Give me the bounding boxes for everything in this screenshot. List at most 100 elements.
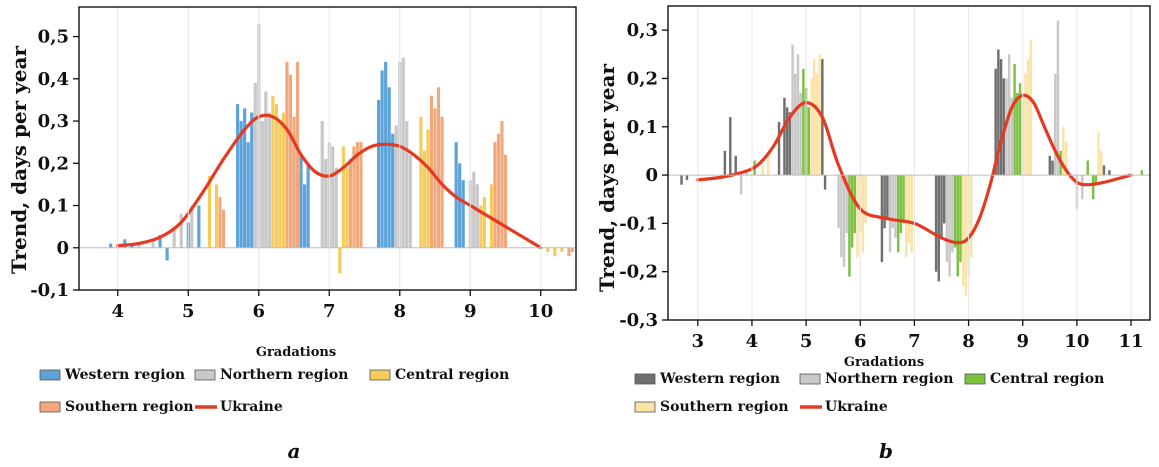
y-tick-label: -0,1 — [30, 280, 69, 301]
bar-southern-region — [348, 159, 352, 248]
ukraine-series-line — [116, 113, 543, 250]
bar-southern-region — [861, 175, 865, 253]
bar-western-region — [886, 175, 889, 219]
bar-northern-region — [151, 239, 155, 248]
bar-southern-region — [500, 121, 504, 248]
bar-central-region — [482, 197, 486, 248]
y-tick-label: 0,5 — [38, 27, 69, 48]
bar-northern-region — [739, 175, 743, 195]
x-tick-label: 3 — [692, 331, 705, 352]
bar-southern-region — [1062, 126, 1065, 176]
bar-western-region — [109, 243, 113, 248]
x-tick-label: 9 — [1016, 331, 1029, 352]
y-tick-label: -0,1 — [619, 213, 658, 234]
bar-southern-region — [221, 209, 226, 248]
bar-western-region — [243, 108, 247, 248]
axes-a: -0,1 0 0,1 0,2 0,3 0,4 0,5 4 5 6 7 8 9 10 — [30, 6, 577, 322]
bar-central-region — [1016, 92, 1019, 176]
bar-western-region — [729, 117, 732, 176]
chart-panel-a: -0,100,10,20,30,40,54 5 6 7 8 9 10 Gradations … — [7, 6, 577, 463]
bar-central-region — [274, 104, 278, 248]
legend-swatch-central-region — [369, 369, 391, 381]
bar-northern-region — [405, 121, 409, 248]
y-tick-label: 0,3 — [38, 111, 69, 132]
legend-swatch-western-region — [39, 369, 61, 381]
legend-label-ukraine: Ukraine — [220, 399, 283, 415]
bar-western-region — [306, 163, 310, 248]
bar-northern-region — [179, 213, 183, 248]
x-axis-label-b: Gradations — [844, 355, 924, 370]
bar-western-region — [1051, 160, 1054, 176]
bar-central-region — [807, 107, 811, 176]
bar-western-region — [239, 121, 243, 248]
bar-western-region — [236, 104, 240, 248]
bar-southern-region — [1064, 141, 1068, 176]
legend-swatch-southern-region — [39, 401, 61, 413]
bar-northern-region — [796, 54, 800, 176]
legend-swatch-western-region — [634, 373, 656, 385]
bar-southern-region — [359, 142, 363, 248]
bar-northern-region — [472, 171, 476, 248]
bar-northern-region — [794, 73, 797, 176]
bar-southern-region — [1024, 73, 1027, 176]
bar-central-region — [902, 175, 905, 224]
bar-northern-region — [320, 121, 324, 248]
bar-southern-region — [218, 197, 222, 248]
bar-western-region — [1102, 165, 1106, 176]
bar-southern-region — [910, 175, 913, 253]
y-tick-label: 0,3 — [627, 20, 658, 41]
bar-western-region — [380, 70, 384, 248]
bar-central-region — [338, 247, 342, 274]
bar-western-region — [250, 112, 254, 248]
bar-central-region — [1013, 63, 1016, 176]
bar-northern-region — [260, 121, 264, 248]
bar-southern-region — [1097, 131, 1100, 176]
bar-western-region — [785, 107, 789, 176]
bar-southern-region — [761, 165, 764, 176]
bar-western-region — [461, 180, 465, 248]
y-tick-label: 0 — [56, 238, 69, 259]
ukraine-series-line — [696, 93, 1133, 245]
bar-northern-region — [888, 175, 892, 253]
bar-western-region — [158, 235, 162, 248]
bar-western-region — [458, 163, 462, 248]
bar-western-region — [377, 99, 381, 248]
bar-southern-region — [288, 74, 293, 248]
bar-southern-region — [964, 175, 968, 296]
plot-frame — [78, 6, 577, 291]
bars-b — [680, 20, 1144, 296]
bar-central-region — [848, 175, 851, 277]
bar-southern-region — [295, 61, 300, 248]
bar-central-region — [1091, 175, 1095, 200]
bar-western-region — [246, 142, 250, 248]
x-tick-label: 10 — [528, 301, 553, 322]
x-tick-label: 6 — [854, 331, 867, 352]
legend-swatch-northern-region — [799, 373, 821, 385]
bar-western-region — [934, 175, 938, 272]
bar-northern-region — [1056, 20, 1060, 176]
bar-central-region — [1140, 170, 1144, 176]
bar-central-region — [271, 95, 275, 248]
x-tick-label: 8 — [393, 301, 406, 322]
bar-central-region — [560, 247, 564, 252]
bar-northern-region — [394, 125, 398, 248]
bar-western-region — [883, 175, 886, 229]
bar-western-region — [303, 184, 307, 248]
bar-northern-region — [190, 205, 194, 248]
legend-b: Western region Northern region Central reg… — [634, 371, 1104, 415]
bar-northern-region — [172, 226, 176, 248]
bar-central-region — [419, 116, 423, 248]
bar-central-region — [959, 175, 962, 263]
bar-northern-region — [1054, 73, 1057, 176]
bar-western-region — [1048, 155, 1052, 176]
bar-northern-region — [837, 175, 840, 229]
y-axis-label-b: Trend, days per year — [595, 64, 619, 292]
bar-central-region — [214, 184, 219, 248]
bar-central-region — [479, 205, 483, 248]
bar-central-region — [1094, 175, 1098, 185]
bar-northern-region — [137, 243, 141, 248]
legend-label-southern-region: Southern region — [65, 399, 194, 415]
bar-western-region — [723, 150, 727, 176]
y-tick-label: -0,3 — [619, 310, 658, 331]
